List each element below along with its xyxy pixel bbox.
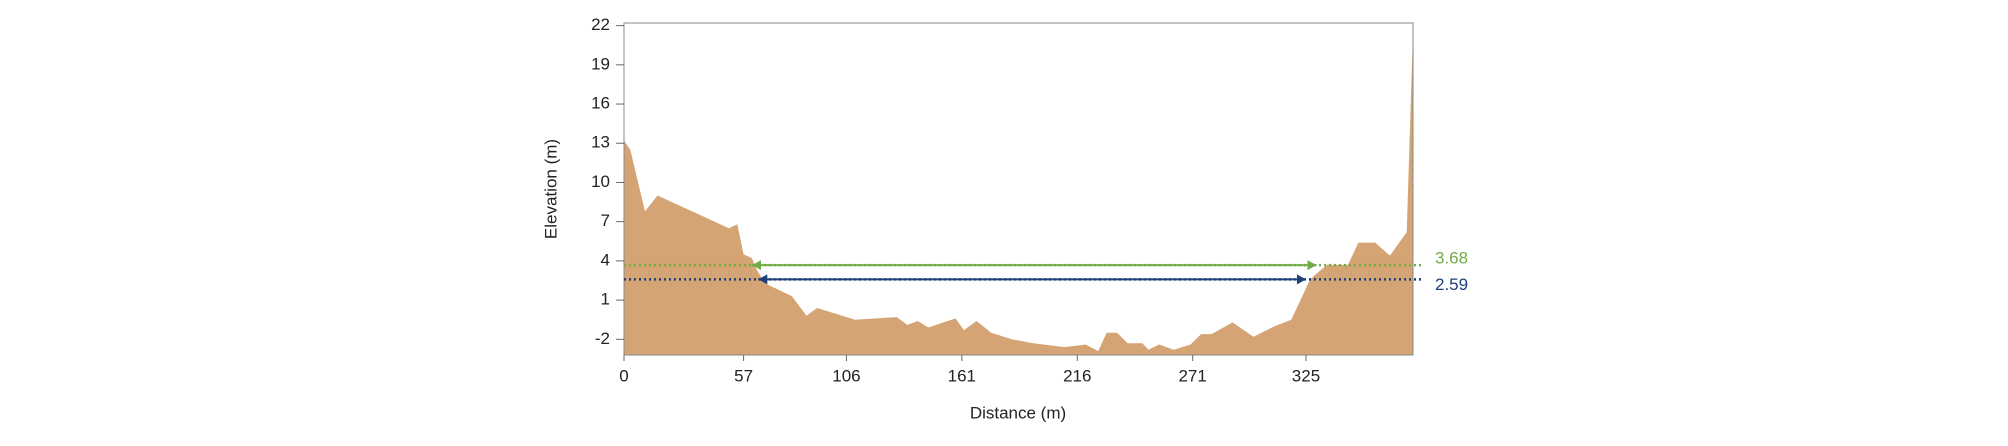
x-tick-label: 271 <box>1178 366 1206 385</box>
x-tick-label: 57 <box>734 366 753 385</box>
y-tick-label: 22 <box>591 15 610 34</box>
arrow-head <box>758 274 768 285</box>
y-tick-label: 10 <box>591 172 610 191</box>
arrow-head <box>1307 260 1317 271</box>
x-tick-label: 161 <box>948 366 976 385</box>
x-axis-label: Distance (m) <box>970 403 1066 422</box>
x-tick-label: 216 <box>1063 366 1091 385</box>
plot-frame <box>623 22 1414 356</box>
arrow-head <box>1296 274 1306 285</box>
y-tick-label: 7 <box>601 211 610 230</box>
x-tick-label: 325 <box>1292 366 1320 385</box>
arrow-head <box>752 260 762 271</box>
y-tick-label: 13 <box>591 133 610 152</box>
terrain-area <box>624 32 1413 356</box>
x-tick-label: 0 <box>619 366 628 385</box>
y-tick-label: 4 <box>601 250 610 269</box>
y-tick-label: -2 <box>595 329 610 348</box>
y-tick-label: 19 <box>591 54 610 73</box>
y-tick-label: 16 <box>591 94 610 113</box>
y-axis-label: Elevation (m) <box>541 139 560 239</box>
level-label: 2.59 <box>1435 275 1468 294</box>
y-tick-label: 1 <box>601 290 610 309</box>
x-tick-label: 106 <box>832 366 860 385</box>
level-label: 3.68 <box>1435 249 1468 268</box>
